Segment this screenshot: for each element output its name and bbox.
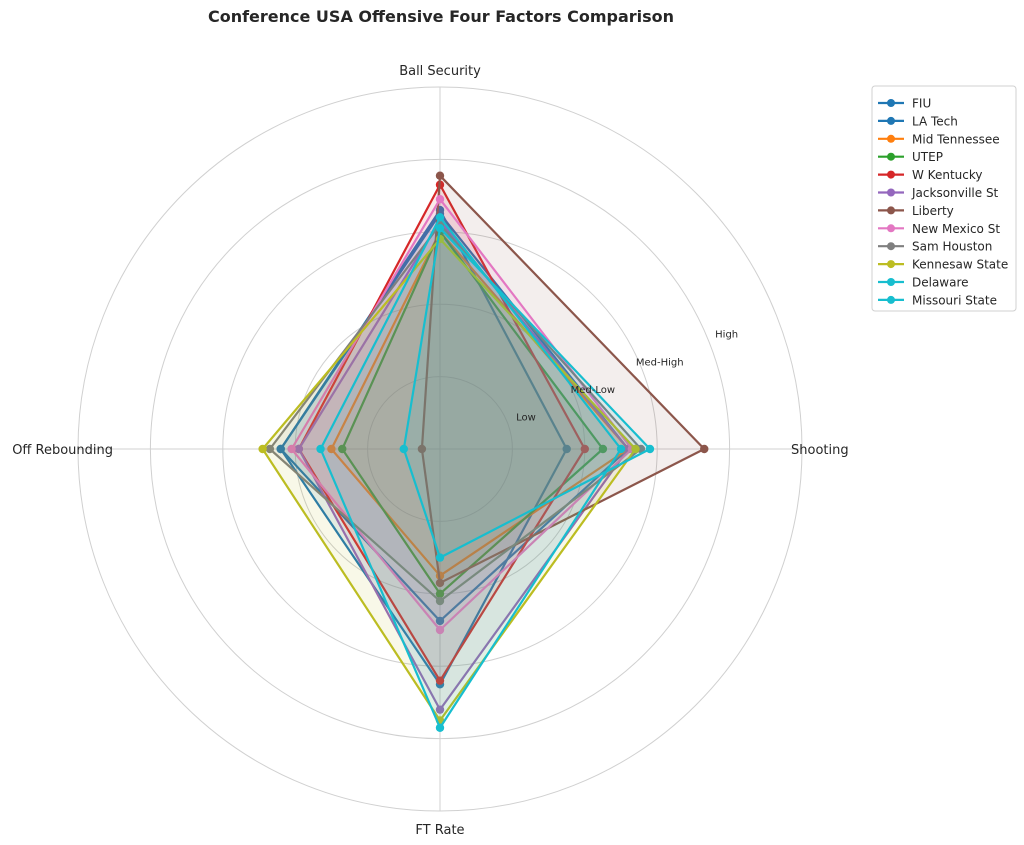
radial-tick-label: Med-High xyxy=(636,357,684,368)
legend: FIU LA Tech Mid Tennessee UTEP W Kentucky Jac… xyxy=(871,85,1017,312)
axis-label: Off Rebounding xyxy=(12,443,113,458)
legend-label: Liberty xyxy=(912,204,954,218)
legend-marker xyxy=(887,170,895,179)
series-fill xyxy=(421,175,705,583)
data-point xyxy=(435,676,445,685)
data-point xyxy=(435,213,445,222)
legend-marker xyxy=(887,260,895,269)
data-point xyxy=(435,596,445,606)
legend-marker xyxy=(887,134,895,143)
legend-label: New Mexico St xyxy=(912,222,1000,236)
legend-marker xyxy=(887,242,895,251)
data-point xyxy=(258,444,267,454)
data-point xyxy=(435,553,445,562)
legend-label: W Kentucky xyxy=(912,168,982,182)
series-group xyxy=(258,171,709,732)
data-point xyxy=(435,578,445,588)
data-point xyxy=(435,171,445,180)
legend-marker xyxy=(887,152,895,161)
radial-tick-label: Med-Low xyxy=(571,385,615,396)
data-point xyxy=(562,444,571,454)
series-fill xyxy=(298,220,629,710)
data-point xyxy=(294,444,304,454)
series-fill xyxy=(331,231,629,576)
axis-label: Shooting xyxy=(791,443,849,458)
legend-marker xyxy=(887,278,895,286)
data-point xyxy=(435,589,445,598)
series-fill xyxy=(269,224,641,602)
chart-title: Conference USA Offensive Four Factors Co… xyxy=(208,7,674,26)
legend-label: Mid Tennessee xyxy=(912,132,1000,146)
legend-marker xyxy=(887,188,895,197)
legend-box xyxy=(871,85,1017,312)
data-point xyxy=(580,444,589,454)
data-point xyxy=(435,616,445,626)
data-point xyxy=(327,444,336,454)
axis-label: FT Rate xyxy=(415,823,464,838)
legend-label: Delaware xyxy=(912,276,969,290)
data-point xyxy=(338,444,347,454)
legend-label: Kennesaw State xyxy=(912,258,1008,272)
legend-label: Missouri State xyxy=(912,293,997,307)
series-fill xyxy=(320,217,621,728)
data-point xyxy=(417,444,427,454)
legend-label: Jacksonville St xyxy=(911,186,999,200)
data-point xyxy=(645,444,655,454)
series-fill xyxy=(342,231,603,594)
series-fill xyxy=(262,239,636,721)
legend-marker xyxy=(887,295,895,304)
series-fill xyxy=(298,184,585,681)
axis-label: Ball Security xyxy=(399,64,481,79)
data-point xyxy=(616,444,626,454)
data-point xyxy=(399,444,408,454)
data-point xyxy=(287,444,296,454)
data-point xyxy=(435,705,445,714)
legend-marker xyxy=(887,99,895,107)
data-point xyxy=(265,444,275,454)
legend-marker xyxy=(887,206,895,215)
data-point xyxy=(276,444,285,454)
data-point xyxy=(435,195,445,204)
data-point xyxy=(316,444,325,454)
data-point xyxy=(435,625,445,635)
legend-label: Sam Houston xyxy=(912,240,992,254)
radial-tick-labels: Low Med-Low Med-High High xyxy=(516,330,738,424)
radial-tick-label: Low xyxy=(516,413,536,424)
axis-labels: Ball Security Shooting FT Rate Off Reboundi… xyxy=(12,64,848,838)
radial-tick-label: High xyxy=(715,330,738,341)
legend-label: FIU xyxy=(912,97,931,111)
legend-label: LA Tech xyxy=(912,114,958,128)
legend-marker xyxy=(887,224,895,233)
data-point xyxy=(435,223,445,233)
series-fill xyxy=(403,228,650,558)
data-point xyxy=(700,444,709,454)
data-point xyxy=(631,444,640,454)
legend-marker xyxy=(887,116,895,125)
data-point xyxy=(598,444,608,454)
data-point xyxy=(435,723,445,732)
legend-label: UTEP xyxy=(912,150,943,164)
